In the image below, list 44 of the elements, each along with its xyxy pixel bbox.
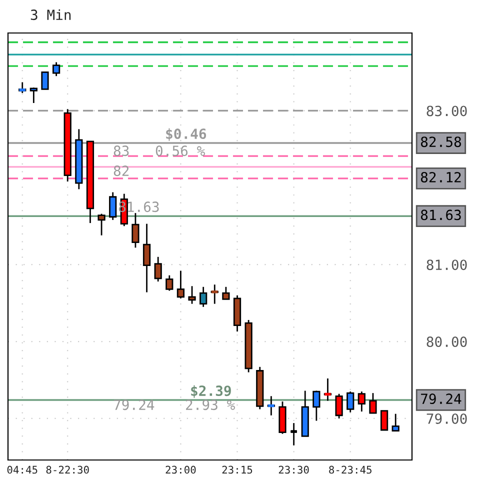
y-tick-label: 81.00: [426, 260, 467, 270]
candlestick: [369, 392, 377, 414]
x-tick-label: 23:30: [278, 466, 309, 474]
candlestick: [335, 393, 343, 420]
candlestick: [392, 413, 400, 432]
x-tick-label: 23:00: [166, 466, 196, 474]
annotation: $0.46: [166, 128, 206, 141]
candlestick: [312, 390, 320, 422]
ref-line-label: 82.58: [420, 136, 461, 148]
candlestick: [289, 422, 298, 446]
y-tick-label: 83.00: [426, 106, 467, 116]
candlestick: [154, 256, 162, 282]
annotation: 0.56 %: [156, 146, 205, 156]
candlestick: [166, 274, 174, 292]
annotation: $2.39: [191, 385, 231, 398]
candlestick: [346, 390, 354, 413]
annotation: 83: [114, 146, 129, 156]
ref-line-label: 81.63: [420, 210, 461, 220]
annotation: 79.24: [114, 400, 154, 410]
candlestick: [109, 192, 117, 221]
candlestick: [52, 62, 60, 77]
annotation: 2.93 %: [186, 400, 235, 410]
candlestick: [188, 285, 196, 305]
candlestick: [176, 270, 185, 300]
candlestick: [222, 286, 230, 300]
x-tick-label: 8-22:30: [46, 466, 89, 474]
candlestick: [380, 410, 388, 431]
candlestick: [41, 72, 49, 90]
x-tick-label: 8-23:45: [329, 466, 372, 474]
annotation: 82: [114, 166, 129, 176]
candlestick: [30, 86, 38, 104]
ref-line-label: 82.12: [420, 172, 461, 182]
candlestick: [132, 212, 140, 248]
y-tick-label: 80.00: [426, 336, 467, 348]
candlestick: [200, 286, 208, 308]
y-tick-label: 79.00: [426, 413, 467, 424]
x-tick-label: 04:45: [7, 466, 38, 474]
ref-line-label: 79.24: [421, 394, 462, 404]
candlestick: [142, 223, 151, 293]
candlestick: [18, 82, 27, 94]
chart-title: 3 Min: [30, 9, 71, 20]
candlestick: [98, 213, 106, 236]
x-tick-label: 23:15: [222, 466, 252, 474]
candlestick: [358, 390, 366, 412]
